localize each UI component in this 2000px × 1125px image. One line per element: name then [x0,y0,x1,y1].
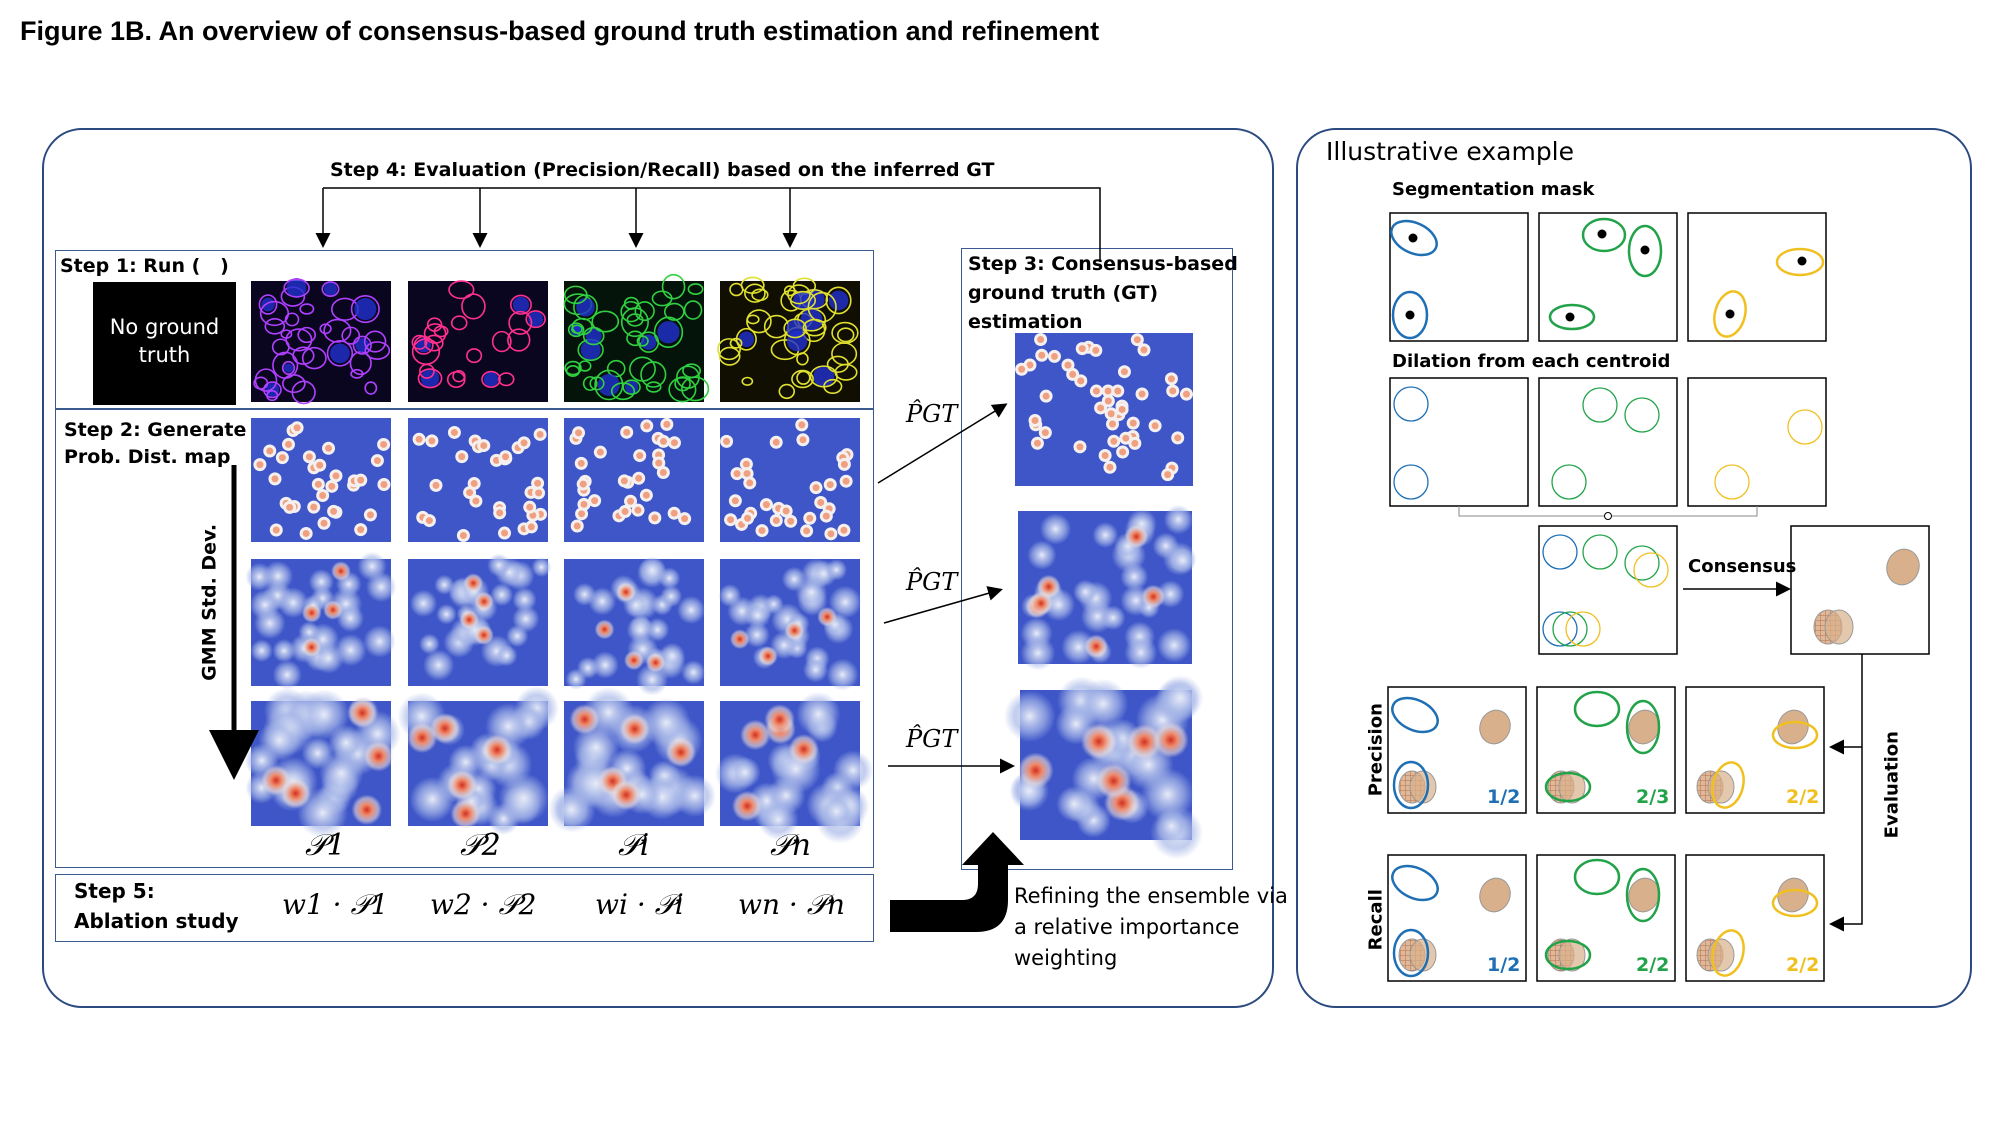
p-label-1: 𝒫1 [305,828,346,863]
step2-label-line1: Step 2: Generate [64,419,247,441]
refine-text-line3: weighting [1014,946,1118,970]
example-title: Illustrative example [1326,137,1575,166]
consensus-arrows [877,403,1015,774]
precision-fraction-1: 1/2 [1487,786,1521,808]
step5-label-line1: Step 5: [74,879,155,903]
probability-maps [244,417,874,844]
step2-label-line2: Prob. Dist. map [64,446,231,468]
recall-fraction-1: 1/2 [1487,954,1521,976]
no-ground-truth-line2: truth [138,343,191,367]
step3-label-line3: estimation [968,311,1083,333]
main-panel-frame [42,128,1274,1008]
step1-box [55,250,874,410]
precision-fraction-2: 2/3 [1636,786,1670,808]
p-hat-gt-3: P̂GT [906,725,958,753]
step1-label: Step 1: Run ( ) [60,255,229,277]
weighted-label-1: w1 · 𝒫1 [282,888,389,921]
step4-label: Step 4: Evaluation (Precision/Recall) ba… [330,159,995,181]
step4-connector [315,187,1101,262]
example-graphics [1387,212,1930,982]
step2-box [55,408,874,868]
step3-label-line1: Step 3: Consensus-based [968,253,1238,275]
refine-arrow [890,832,1024,932]
p-label-n: 𝒫n [770,828,811,863]
step3-box [961,248,1233,870]
evaluation-label: Evaluation [1881,731,1903,839]
refine-text-line1: Refining the ensemble via [1014,884,1288,908]
recall-fraction-2: 2/2 [1636,954,1670,976]
refine-text-line2: a relative importance [1014,915,1240,939]
figure-title: Figure 1B. An overview of consensus-base… [20,16,1100,46]
no-ground-truth-line1: No ground [109,315,220,339]
recall-fraction-3: 2/2 [1786,954,1820,976]
segmentation-thumbnails [251,273,860,405]
recall-label: Recall [1365,889,1387,951]
weighted-label-n: wn · 𝒫n [738,888,845,921]
example-panel-frame [1296,128,1972,1008]
gmm-axis-label: GMM Std. Dev. [198,523,221,681]
p-hat-gt-1: P̂GT [906,400,958,428]
step5-label-line2: Ablation study [74,909,239,933]
consensus-label: Consensus [1688,556,1797,577]
precision-label: Precision [1365,703,1387,797]
p-hat-gt-2: P̂GT [906,568,958,596]
consensus-maps [1003,333,1204,860]
no-ground-truth-box [93,282,236,405]
precision-fraction-3: 2/2 [1786,786,1820,808]
seg-mask-label: Segmentation mask [1392,179,1595,200]
p-label-i: 𝒫i [618,828,650,863]
weighted-label-i: wi · 𝒫i [595,888,684,921]
dilation-label: Dilation from each centroid [1392,351,1671,372]
p-label-2: 𝒫2 [460,828,501,863]
weighted-label-2: w2 · 𝒫2 [430,888,537,921]
step3-label-line2: ground truth (GT) [968,282,1159,304]
step5-box [55,874,874,942]
